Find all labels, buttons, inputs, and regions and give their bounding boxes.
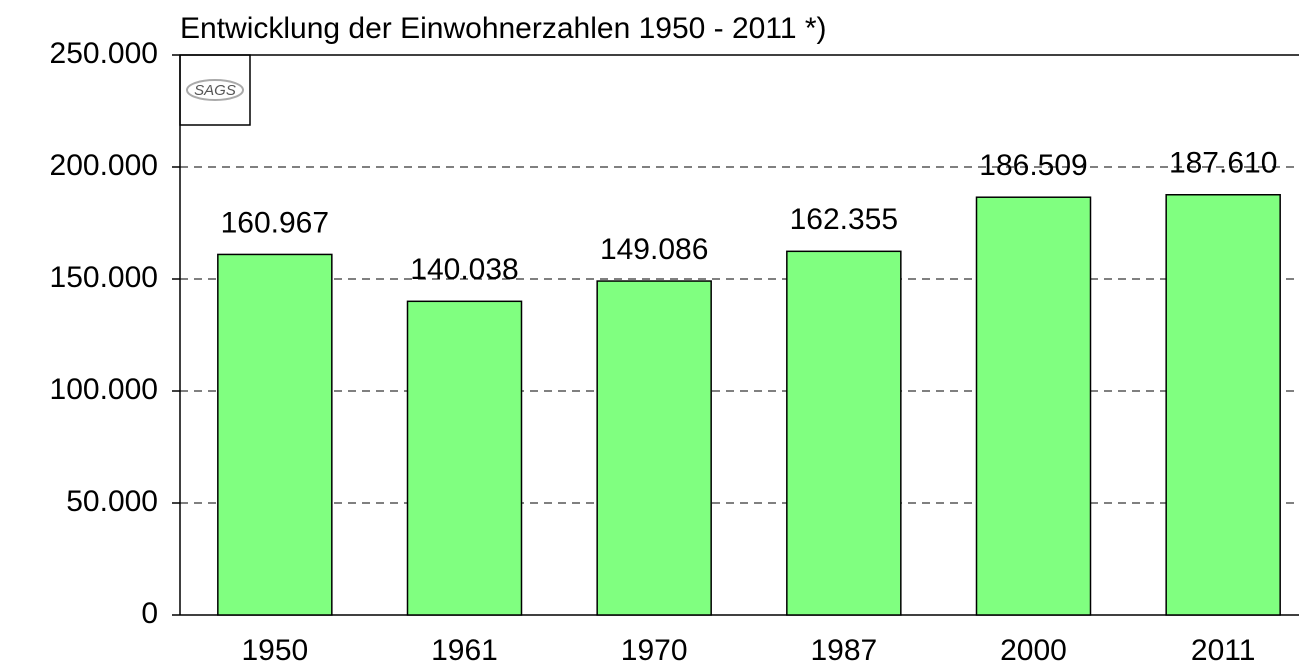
y-tick-label: 150.000 — [50, 261, 158, 294]
y-tick-label: 100.000 — [50, 373, 158, 406]
x-tick-label: 1970 — [621, 634, 688, 667]
bar — [786, 250, 902, 616]
value-label: 140.038 — [410, 253, 518, 286]
y-tick-label: 250.000 — [50, 37, 158, 70]
y-tick-label: 200.000 — [50, 149, 158, 182]
x-tick-label: 2011 — [1191, 634, 1256, 667]
logo: SAGS — [194, 82, 236, 99]
value-label: 160.967 — [221, 206, 329, 239]
value-label: 162.355 — [790, 203, 898, 236]
bar — [1165, 194, 1281, 616]
bar — [596, 280, 712, 616]
x-tick-label: 1961 — [431, 634, 498, 667]
logo-ring — [186, 79, 244, 101]
value-label: 149.086 — [600, 233, 708, 266]
chart-title: Entwicklung der Einwohnerzahlen 1950 - 2… — [180, 12, 827, 45]
value-label: 187.610 — [1169, 147, 1277, 180]
y-tick-label: 0 — [141, 597, 158, 630]
y-tick-label: 50.000 — [66, 485, 158, 518]
x-tick-label: 2000 — [1000, 634, 1067, 667]
logo-box — [179, 54, 251, 126]
bar — [406, 300, 523, 616]
x-tick-label: 1950 — [241, 634, 308, 667]
bar — [217, 253, 333, 616]
x-tick-label: 1987 — [810, 634, 877, 667]
bar — [975, 196, 1092, 616]
value-label: 186.509 — [979, 149, 1087, 182]
